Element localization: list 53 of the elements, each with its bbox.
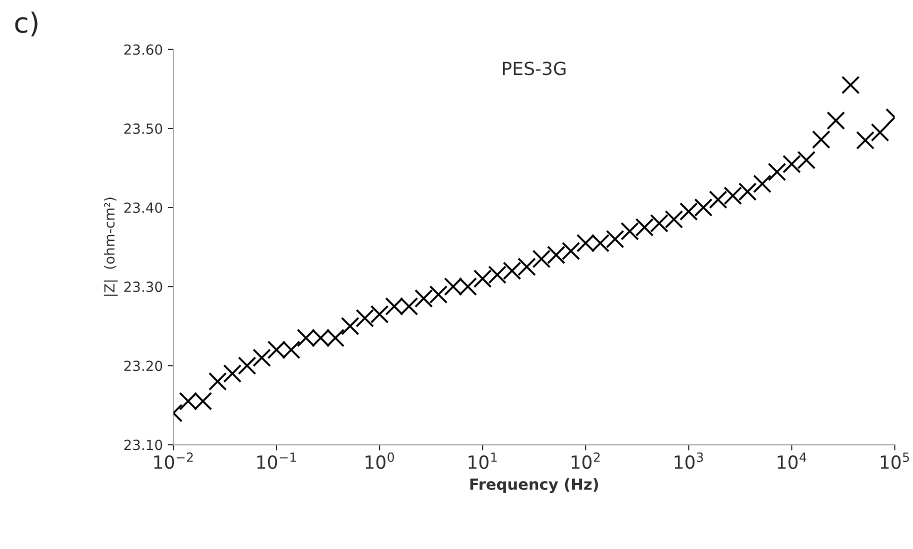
- point: [546, 246, 566, 264]
- point: [606, 230, 624, 248]
- x-tick-label: 10$^{−1}$: [257, 452, 296, 469]
- point: [414, 289, 433, 308]
- point: [562, 242, 580, 260]
- text: c): [15, 12, 38, 36]
- text: PES-3G: [503, 62, 566, 76]
- point: [782, 154, 801, 174]
- x-tick-label: 10$^{3}$: [674, 452, 703, 469]
- point: [473, 269, 492, 288]
- point: [252, 348, 271, 367]
- x-tick-label: 10$^{5}$: [880, 452, 909, 469]
- point: [812, 130, 830, 149]
- point: [664, 210, 684, 229]
- point: [488, 266, 506, 284]
- x-tick-label: 10$^{−2}$: [154, 452, 193, 469]
- y-tick-label: 23.20: [124, 360, 162, 372]
- point: [635, 218, 654, 236]
- point: [518, 258, 536, 276]
- y-tick-label: 23.60: [124, 44, 162, 55]
- point: [738, 182, 757, 201]
- point: [753, 174, 772, 193]
- point: [870, 123, 890, 142]
- point: [724, 186, 742, 205]
- y-tick-label: 23.50: [124, 123, 162, 134]
- y-tick-label: 23.30: [124, 282, 162, 292]
- x-tick-label: 10$^{4}$: [778, 452, 806, 469]
- point: [429, 285, 448, 304]
- x-tick-label: 10$^{2}$: [572, 452, 600, 469]
- point: [356, 309, 374, 328]
- point: [502, 262, 522, 280]
- x-tick-label: 10$^{1}$: [468, 452, 497, 469]
- point: [797, 150, 816, 170]
- point: [694, 198, 713, 217]
- point: [340, 316, 360, 336]
- point: [208, 372, 227, 391]
- point: [856, 131, 874, 150]
- y-tick-label: 23.40: [124, 202, 162, 213]
- point: [841, 76, 860, 94]
- x-tick-label: 10$^{0}$: [366, 452, 394, 469]
- point: [223, 364, 242, 383]
- point: [370, 305, 389, 324]
- y-tick-label: 23.10: [124, 440, 162, 450]
- point: [620, 222, 639, 240]
- point: [708, 190, 728, 209]
- point: [650, 214, 668, 233]
- x-axis-title: Frequency (Hz): [470, 478, 598, 494]
- point: [679, 202, 698, 221]
- point: [768, 162, 786, 182]
- point: [532, 250, 551, 268]
- point: [238, 356, 256, 375]
- y-axis-title: |Z| (ohm-cm²): [104, 198, 118, 296]
- point: [826, 111, 846, 130]
